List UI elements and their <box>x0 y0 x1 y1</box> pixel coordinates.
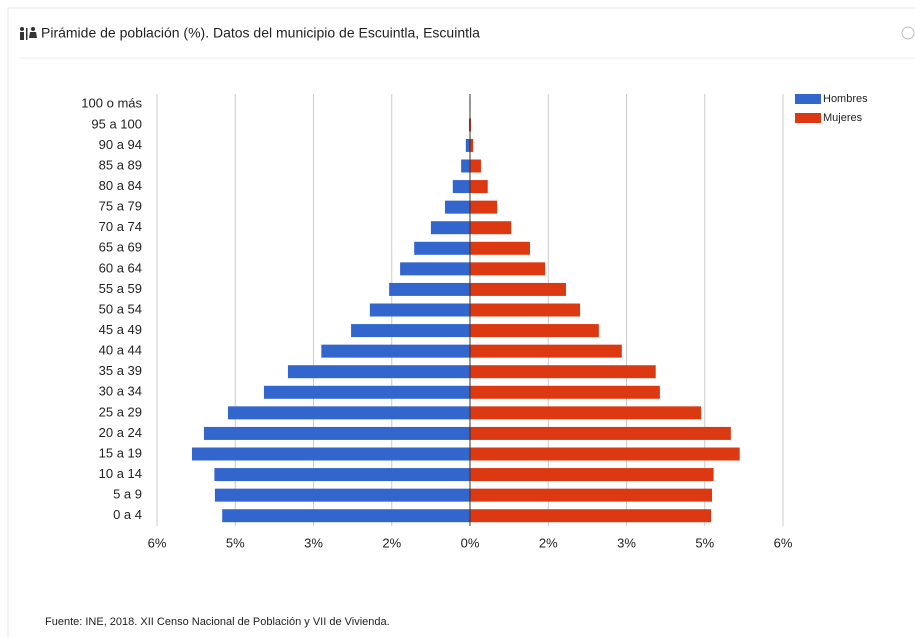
bar <box>470 138 474 152</box>
y-tick-label: 95 a 100 <box>91 116 142 131</box>
y-tick-label: 70 a 74 <box>99 219 142 234</box>
bar <box>470 180 488 194</box>
bar <box>470 365 656 379</box>
legend-label: Mujeres <box>823 112 863 124</box>
bar <box>444 200 470 214</box>
x-tick-label: 3% <box>617 535 636 550</box>
y-tick-label: 60 a 64 <box>99 260 142 275</box>
y-tick-label: 45 a 49 <box>99 322 142 337</box>
bar <box>470 241 530 255</box>
bar <box>470 159 481 173</box>
bar <box>470 509 712 523</box>
bar <box>470 344 622 358</box>
y-tick-label: 15 a 19 <box>99 445 142 460</box>
y-tick-label: 85 a 89 <box>99 157 142 172</box>
y-tick-label: 40 a 44 <box>99 343 142 358</box>
y-tick-label: 80 a 84 <box>99 178 142 193</box>
y-tick-label: 10 a 14 <box>99 466 142 481</box>
y-tick-label: 30 a 34 <box>99 384 142 399</box>
x-tick-label: 0% <box>461 535 480 550</box>
bar <box>287 365 470 379</box>
bar <box>214 488 470 502</box>
bar <box>470 282 566 296</box>
legend-label: Hombres <box>823 93 868 105</box>
bar <box>470 406 702 420</box>
bar <box>470 221 512 235</box>
bar <box>191 447 470 461</box>
bar <box>400 262 470 276</box>
bar <box>470 118 472 132</box>
bar <box>470 303 581 317</box>
bar <box>389 282 470 296</box>
bar <box>468 118 470 132</box>
bar <box>430 221 470 235</box>
y-tick-label: 75 a 79 <box>99 199 142 214</box>
y-tick-label: 35 a 39 <box>99 363 142 378</box>
x-tick-label: 3% <box>304 535 323 550</box>
bar <box>470 385 660 399</box>
card <box>7 7 915 637</box>
bar <box>214 468 470 482</box>
bar <box>470 426 731 440</box>
chart-title: Pirámide de población (%). Datos del mun… <box>41 25 480 41</box>
legend-swatch <box>795 94 821 104</box>
y-tick-label: 0 a 4 <box>113 507 142 522</box>
bar <box>470 324 599 338</box>
x-tick-label: 5% <box>695 535 714 550</box>
bar <box>414 241 470 255</box>
bar <box>470 200 498 214</box>
x-tick-label: 5% <box>226 535 245 550</box>
bar <box>461 159 470 173</box>
y-tick-label: 50 a 54 <box>99 301 142 316</box>
title-icon <box>20 27 37 40</box>
bar <box>465 138 470 152</box>
bar <box>203 426 470 440</box>
x-tick-label: 6% <box>148 535 167 550</box>
bar <box>321 344 470 358</box>
bar <box>452 180 470 194</box>
y-tick-label: 25 a 29 <box>99 404 142 419</box>
y-tick-label: 90 a 94 <box>99 137 142 152</box>
bar <box>470 447 740 461</box>
bar <box>227 406 470 420</box>
y-tick-label: 100 o más <box>81 96 142 111</box>
legend-swatch <box>795 113 821 123</box>
download-icon[interactable] <box>901 26 915 40</box>
bar <box>369 303 470 317</box>
bar <box>470 262 546 276</box>
x-tick-label: 2% <box>382 535 401 550</box>
bar <box>351 324 470 338</box>
y-tick-label: 20 a 24 <box>99 425 142 440</box>
y-tick-label: 55 a 59 <box>99 281 142 296</box>
y-tick-label: 5 a 9 <box>113 487 142 502</box>
x-tick-label: 2% <box>539 535 558 550</box>
source: Fuente: INE, 2018. XII Censo Nacional de… <box>45 616 390 628</box>
bar <box>222 509 470 523</box>
bar <box>470 488 713 502</box>
x-tick-label: 6% <box>774 535 793 550</box>
bar <box>263 385 470 399</box>
y-tick-label: 65 a 69 <box>99 240 142 255</box>
bar <box>470 468 714 482</box>
